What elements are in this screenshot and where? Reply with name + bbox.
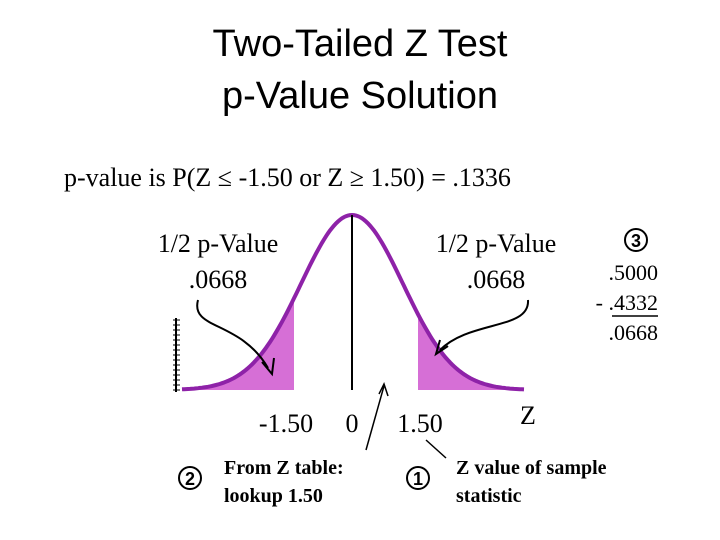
note: From Z table: <box>224 457 344 479</box>
label: 1/2 p-Value <box>158 229 279 258</box>
arrowhead <box>378 382 389 397</box>
axis-label: 0 <box>346 409 359 438</box>
title: p-Value Solution <box>222 75 498 117</box>
axis-label: -1.50 <box>259 409 313 438</box>
ruler-ticks <box>173 319 180 391</box>
note: lookup 1.50 <box>224 485 323 507</box>
step-number: 3 <box>631 231 641 251</box>
axis-label: 1.50 <box>397 409 443 438</box>
arrow <box>439 299 530 351</box>
title: Two-Tailed Z Test <box>213 23 508 65</box>
note: Z value of sample <box>456 457 607 479</box>
pointer <box>425 439 447 459</box>
calc-line: .0668 <box>609 320 659 345</box>
axis-name: Z <box>520 401 536 430</box>
arrow <box>196 299 269 369</box>
step-badge <box>178 466 202 490</box>
calc-line: - .4332 <box>596 290 658 315</box>
arrowhead <box>261 357 275 377</box>
label: .0668 <box>189 265 248 294</box>
label: 1/2 p-Value <box>436 229 557 258</box>
pointer <box>365 385 385 451</box>
calc-line: .5000 <box>609 260 659 285</box>
right-tail <box>418 314 524 390</box>
step-number: 1 <box>413 469 423 489</box>
step-badge <box>406 466 430 490</box>
statement: p-value is P(Z ≤ -1.50 or Z ≥ 1.50) = .1… <box>64 163 511 192</box>
step-number: 2 <box>185 469 195 489</box>
label: .0668 <box>467 265 526 294</box>
note: statistic <box>456 485 522 507</box>
arrowhead <box>434 339 449 357</box>
step-badge <box>624 228 648 252</box>
